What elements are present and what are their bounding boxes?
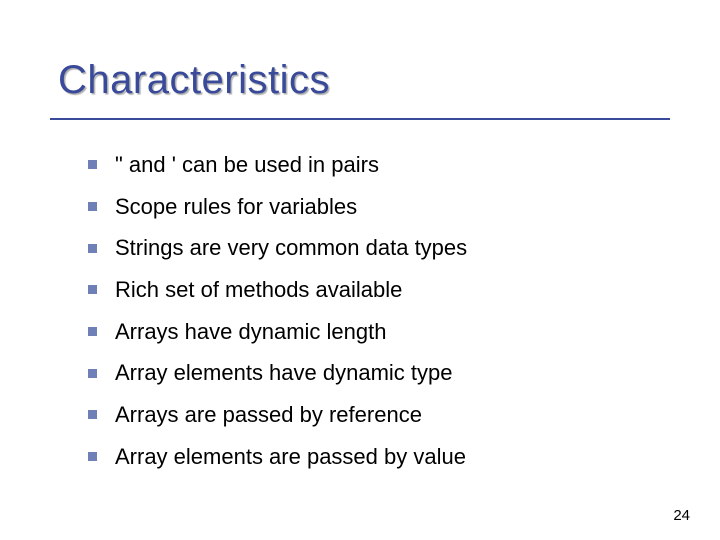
- bullet-text: Scope rules for variables: [115, 192, 357, 222]
- bullet-text: Arrays have dynamic length: [115, 317, 386, 347]
- title-underline: [50, 118, 670, 120]
- bullet-item: Strings are very common data types: [88, 233, 648, 263]
- bullet-item: " and ' can be used in pairs: [88, 150, 648, 180]
- bullet-text: Strings are very common data types: [115, 233, 467, 263]
- bullet-item: Array elements have dynamic type: [88, 358, 648, 388]
- bullet-icon: [88, 410, 97, 419]
- bullet-icon: [88, 244, 97, 253]
- bullet-icon: [88, 452, 97, 461]
- bullet-item: Array elements are passed by value: [88, 442, 648, 472]
- bullet-icon: [88, 327, 97, 336]
- bullet-item: Arrays have dynamic length: [88, 317, 648, 347]
- bullet-item: Scope rules for variables: [88, 192, 648, 222]
- slide: Characteristics " and ' can be used in p…: [0, 0, 720, 540]
- page-number: 24: [673, 507, 690, 524]
- bullet-item: Arrays are passed by reference: [88, 400, 648, 430]
- bullet-text: Array elements have dynamic type: [115, 358, 453, 388]
- bullet-text: Rich set of methods available: [115, 275, 402, 305]
- bullet-text: " and ' can be used in pairs: [115, 150, 379, 180]
- bullet-icon: [88, 369, 97, 378]
- slide-title: Characteristics: [58, 58, 330, 103]
- bullet-text: Arrays are passed by reference: [115, 400, 422, 430]
- bullet-icon: [88, 202, 97, 211]
- bullet-text: Array elements are passed by value: [115, 442, 466, 472]
- bullet-list: " and ' can be used in pairs Scope rules …: [88, 150, 648, 484]
- bullet-item: Rich set of methods available: [88, 275, 648, 305]
- bullet-icon: [88, 285, 97, 294]
- bullet-icon: [88, 160, 97, 169]
